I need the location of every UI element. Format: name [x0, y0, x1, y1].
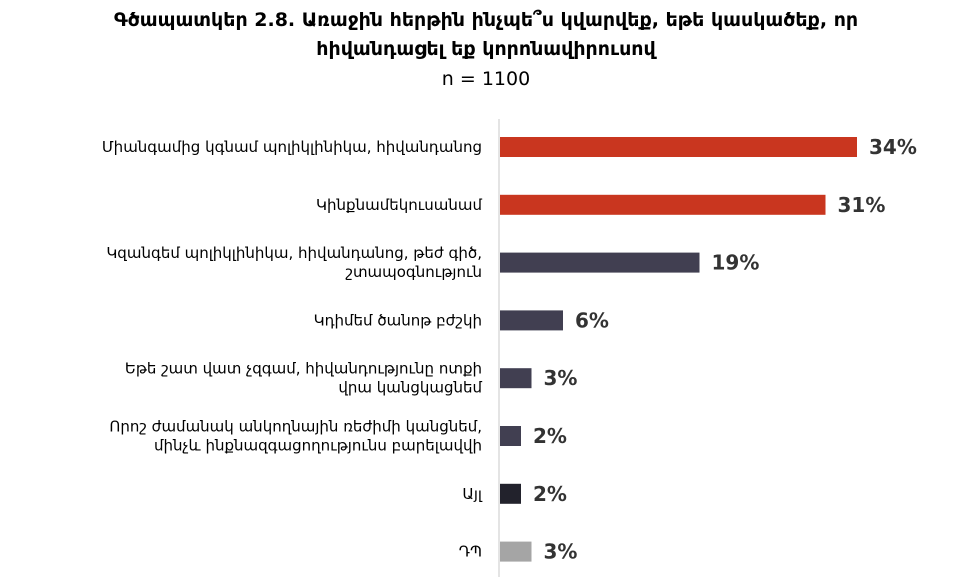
- category-label-3-line-1: Կզանգեմ պոլիկլինիկա, հիվանդանոց, թեժ գիծ…: [106, 244, 482, 262]
- category-label-8: ԴՊ: [459, 543, 482, 561]
- value-label-2: 31%: [838, 193, 886, 217]
- value-label-3: 19%: [712, 251, 760, 275]
- category-label-4: Կդիմեմ ծանոթ բժշկի: [314, 311, 482, 329]
- category-label-7: Այլ: [462, 485, 483, 503]
- chart-title: Գծապատկեր 2.8. Առաջին հերթին ինչպե՞ս կվա…: [0, 6, 972, 64]
- value-label-1: 34%: [869, 135, 917, 159]
- value-label-7: 2%: [533, 482, 567, 506]
- category-label-6-line-1: Որոշ ժամանակ անկողնային ռեժիմի կանցնեմ,: [109, 418, 482, 436]
- value-label-4: 6%: [575, 308, 609, 332]
- category-label-6-line-2: մինչև ինքնազգացողությունս բարելավվի: [154, 437, 482, 455]
- bar-5: [500, 368, 532, 389]
- category-label-5-line-1: Եթե շատ վատ չզգամ, հիվանդությունը ոտքի: [125, 360, 482, 378]
- chart-title-line-2: հիվանդացել եք կորոնավիրուսով: [316, 38, 656, 60]
- value-label-6: 2%: [533, 424, 567, 448]
- category-label-1: Միանգամից կգնամ պոլիկլինիկա, հիվանդանոց: [102, 138, 482, 156]
- chart-subtitle: n = 1100: [441, 68, 531, 90]
- bar-2: [500, 194, 826, 215]
- bar-8: [500, 541, 532, 562]
- category-label-5-line-2: վրա կանցկացնեմ: [338, 379, 482, 397]
- bar-6: [500, 426, 521, 446]
- value-label-8: 3%: [544, 540, 578, 564]
- chart-title-line-1: Գծապատկեր 2.8. Առաջին հերթին ինչպե՞ս կվա…: [113, 9, 859, 31]
- value-label-5: 3%: [544, 366, 578, 390]
- bar-4: [500, 310, 563, 331]
- bar-3: [500, 252, 700, 273]
- category-label-3-line-2: շտապօգնություն: [345, 263, 482, 281]
- bar-7: [500, 483, 521, 504]
- category-label-2: Կինքնամեկուսանամ: [316, 196, 482, 214]
- bar-1: [500, 137, 857, 157]
